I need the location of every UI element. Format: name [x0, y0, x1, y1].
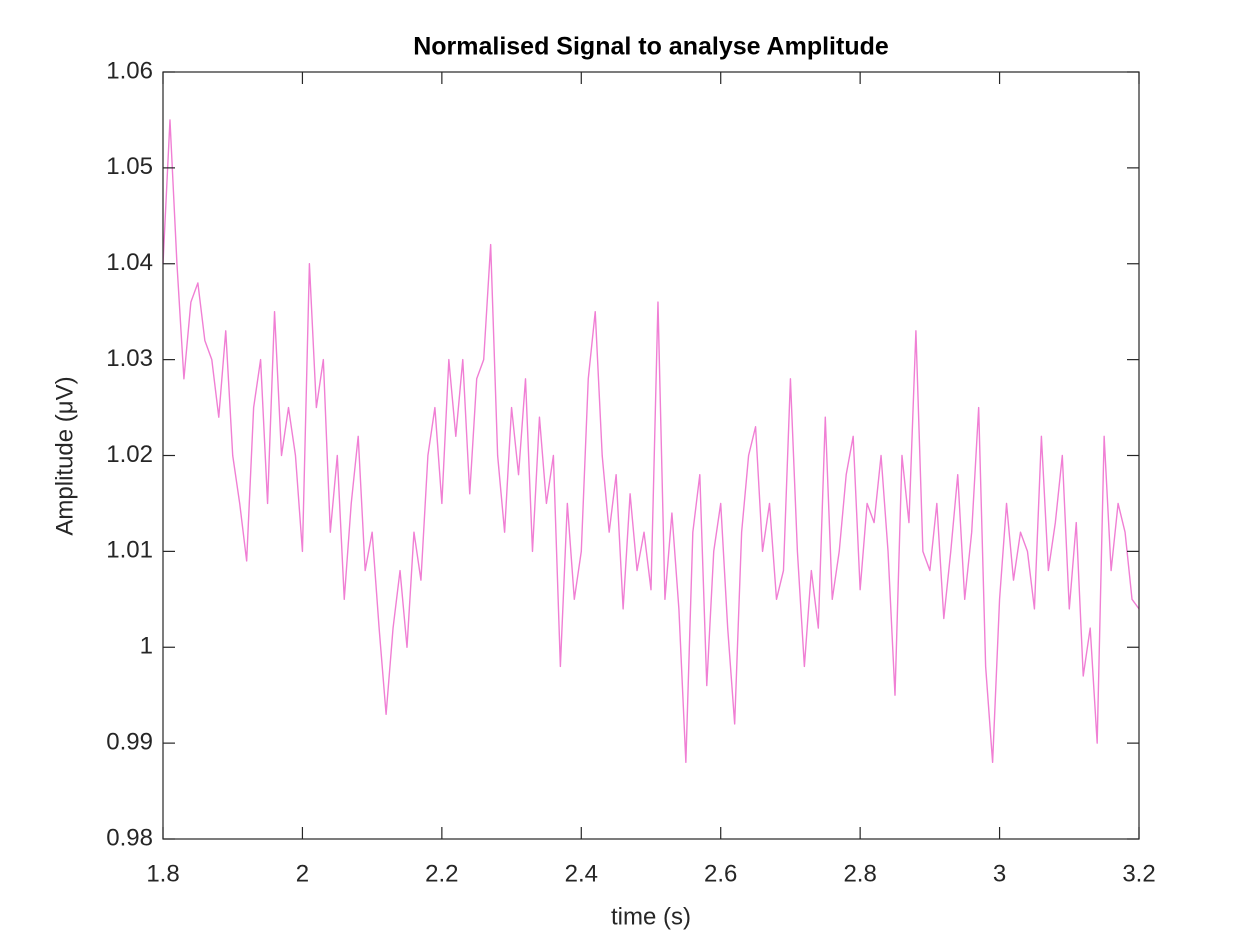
y-tick-label: 1.04	[106, 249, 153, 276]
x-tick-label: 2	[296, 860, 309, 887]
x-tick-label: 2.2	[425, 860, 458, 887]
y-tick-label: 1	[140, 633, 153, 660]
x-tick-label: 1.8	[146, 860, 179, 887]
x-tick-label: 2.6	[704, 860, 737, 887]
x-tick-label: 2.4	[565, 860, 598, 887]
x-tick-label: 3	[993, 860, 1006, 887]
x-tick-label: 2.8	[843, 860, 876, 887]
y-axis-label: Amplitude (μV)	[51, 376, 78, 535]
x-axis-label: time (s)	[611, 903, 691, 930]
y-tick-label: 0.99	[106, 728, 153, 755]
signal-line	[162, 119, 1140, 763]
y-tick-label: 1.05	[106, 153, 153, 180]
x-tick-label: 3.2	[1122, 860, 1155, 887]
y-tick-label: 0.98	[106, 824, 153, 851]
chart-title: Normalised Signal to analyse Amplitude	[413, 33, 889, 61]
y-tick-label: 1.03	[106, 345, 153, 372]
y-tick-label: 1.06	[106, 57, 153, 84]
y-tick-label: 1.02	[106, 441, 153, 468]
y-tick-label: 1.01	[106, 537, 153, 564]
